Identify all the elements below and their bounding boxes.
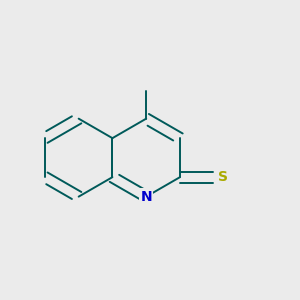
Text: N: N [140, 190, 152, 204]
Text: S: S [218, 170, 228, 184]
